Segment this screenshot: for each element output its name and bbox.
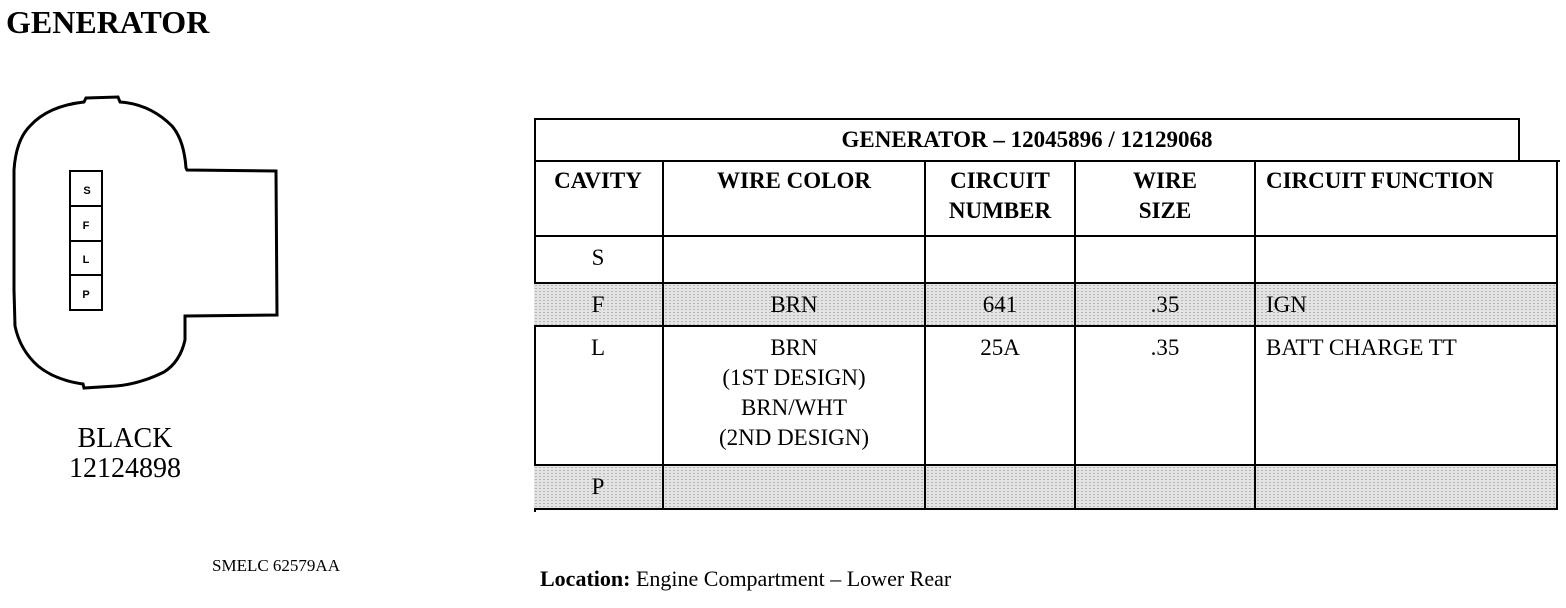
table-cell-wire-size: .35 xyxy=(1076,284,1256,327)
pin-label: F xyxy=(83,220,90,232)
table-cell-circuit-function: IGN xyxy=(1256,284,1558,327)
connector-table: CAVITY WIRE COLOR CIRCUIT NUMBER WIRE SIZE C… xyxy=(534,160,1560,512)
location-label: Location: xyxy=(540,566,631,591)
connector-diagram: S F L P xyxy=(12,95,279,390)
table-cell-cavity: S xyxy=(534,237,664,284)
page-title: GENERATOR xyxy=(6,4,210,40)
table-cell-cavity-text: P xyxy=(591,474,605,499)
table-cell-cavity: F xyxy=(534,284,664,327)
table-cell-circuit-function xyxy=(1256,466,1558,510)
column-header: CIRCUIT FUNCTION xyxy=(1256,160,1558,237)
column-header: CAVITY xyxy=(534,160,664,237)
column-header-text: WIRE SIZE xyxy=(1133,168,1197,223)
table-cell-wire-size-text: .35 xyxy=(1150,292,1180,317)
pin-boxes xyxy=(69,170,103,311)
connector-color: BLACK xyxy=(77,423,173,454)
column-header-text: CIRCUIT FUNCTION xyxy=(1266,168,1494,193)
column-header-text: WIRE COLOR xyxy=(717,168,871,193)
table-cell-wire-size xyxy=(1076,466,1256,510)
table-cell-wire-size: .35 xyxy=(1076,327,1256,466)
reference-code: SMELC 62579AA xyxy=(212,556,340,575)
column-header: WIRE SIZE xyxy=(1076,160,1256,237)
connector-outline xyxy=(12,95,279,390)
column-header: CIRCUIT NUMBER xyxy=(926,160,1076,237)
table-title: GENERATOR – 12045896 / 12129068 xyxy=(841,127,1213,152)
table-cell-wire-color: BRN xyxy=(664,284,926,327)
table-cell-circuit-number: 641 xyxy=(926,284,1076,327)
connector-label: BLACK 12124898 xyxy=(40,424,210,484)
table-cell-wire-color-text: BRN (1ST DESIGN) BRN/WHT (2ND DESIGN) xyxy=(718,335,870,450)
table-cell-cavity: P xyxy=(534,466,664,510)
table-cell-cavity-text: F xyxy=(591,292,605,317)
location-value: Engine Compartment – Lower Rear xyxy=(630,566,952,591)
table-cell-circuit-number: 25A xyxy=(926,327,1076,466)
table-cell-wire-size-text: .35 xyxy=(1150,335,1180,360)
location: Location: Engine Compartment – Lower Rea… xyxy=(540,566,951,592)
column-header-text: CAVITY xyxy=(554,168,642,193)
table-cell-cavity-text: S xyxy=(591,245,605,270)
column-header-text: CIRCUIT NUMBER xyxy=(948,168,1052,223)
table-cell-wire-color xyxy=(664,466,926,510)
pin-label: S xyxy=(83,185,90,197)
table-cell-circuit-function-text: BATT CHARGE TT xyxy=(1266,335,1457,360)
pin-label: P xyxy=(82,289,89,301)
table-title-cell: GENERATOR – 12045896 / 12129068 xyxy=(534,118,1520,162)
table-cell-wire-color-text: BRN xyxy=(770,292,818,317)
pin-label: L xyxy=(83,254,90,266)
table-cell-circuit-function-text: IGN xyxy=(1266,292,1307,317)
table-cell-wire-size xyxy=(1076,237,1256,284)
table-cell-wire-color: BRN (1ST DESIGN) BRN/WHT (2ND DESIGN) xyxy=(664,327,926,466)
table-cell-circuit-number-text: 641 xyxy=(982,292,1018,317)
table-cell-circuit-number xyxy=(926,237,1076,284)
table-cell-circuit-number-text: 25A xyxy=(980,335,1020,360)
connector-part-number: 12124898 xyxy=(69,453,181,484)
table-cell-circuit-function: BATT CHARGE TT xyxy=(1256,327,1558,466)
table-cell-cavity-text: L xyxy=(590,335,606,360)
table-cell-cavity: L xyxy=(534,327,664,466)
table-cell-wire-color xyxy=(664,237,926,284)
table-cell-circuit-number xyxy=(926,466,1076,510)
column-header: WIRE COLOR xyxy=(664,160,926,237)
table-cell-circuit-function xyxy=(1256,237,1558,284)
